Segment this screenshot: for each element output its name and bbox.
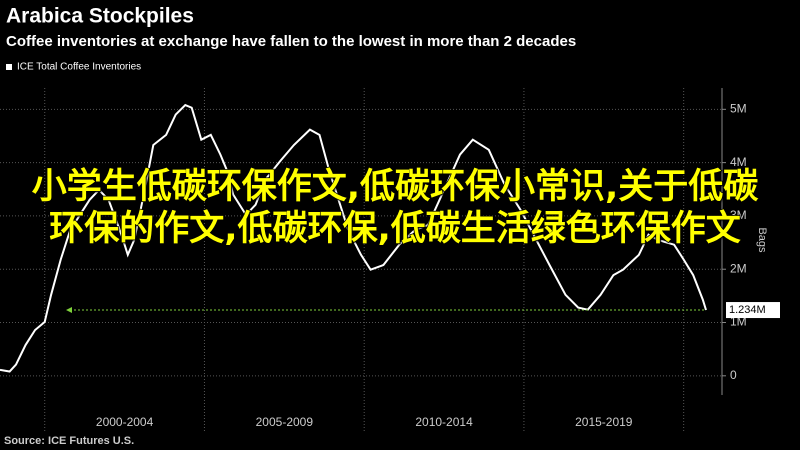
chart-title: Arabica Stockpiles: [6, 5, 194, 28]
y-tick-label: 3M: [730, 208, 747, 222]
value-label: 1.234M: [729, 304, 766, 316]
y-tick-label: 2M: [730, 261, 747, 275]
chart-subtitle: Coffee inventories at exchange have fall…: [6, 33, 576, 50]
y-tick-label: 4M: [730, 155, 747, 169]
last-value-arrow: [66, 307, 72, 314]
x-tick-label: 2015-2019: [575, 415, 633, 429]
y-tick-label: 1M: [730, 315, 747, 329]
y-tick-label: 0: [730, 368, 737, 382]
x-tick-label: 2000-2004: [96, 415, 154, 429]
y-tick-label: 5M: [730, 101, 747, 115]
overlay-text: 小学生低碳环保作文,低碳环保小常识,关于低碳环保的作文,低碳环保,低碳生活绿色环…: [31, 166, 759, 250]
x-tick-label: 2005-2009: [256, 415, 314, 429]
y-axis-label: Bags: [756, 227, 768, 253]
x-tick-label: 2010-2014: [415, 415, 473, 429]
source: Source: ICE Futures U.S.: [4, 435, 134, 447]
value-label-box: [726, 302, 780, 319]
line-series: [0, 103, 707, 373]
legend-swatch: [6, 64, 12, 70]
legend-label: ICE Total Coffee Inventories: [17, 62, 141, 73]
